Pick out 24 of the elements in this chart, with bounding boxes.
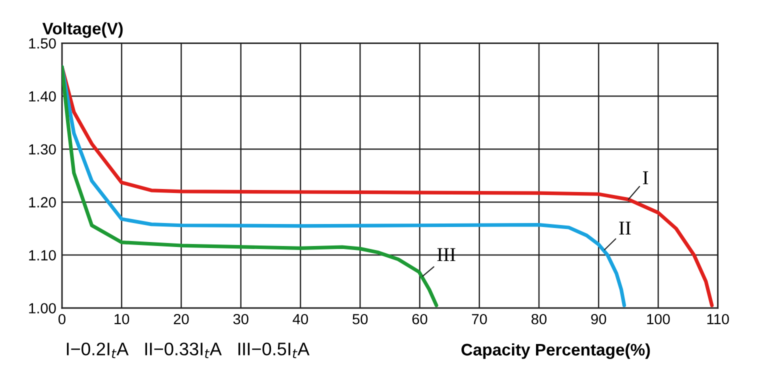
y-tick-label: 1.50 <box>29 38 56 49</box>
y-axis-title: Voltage(V) <box>42 22 123 38</box>
y-tick-label: 1.40 <box>29 91 56 102</box>
text: I−0.2I$_{t}$A II−0.33I$_{t}$A III−0.5I$_{t}$A <box>66 342 310 358</box>
y-tick-label: 1.30 <box>29 144 56 155</box>
x-axis-title: Capacity Percentage(%) <box>461 343 650 359</box>
x-tick-label: 20 <box>174 314 189 324</box>
line-series <box>62 65 438 308</box>
x-tick-label: 70 <box>472 314 487 324</box>
annotation: I <box>643 171 648 184</box>
x-tick-label: 0 <box>58 314 66 324</box>
x-tick-label: 10 <box>114 314 130 324</box>
x-tick-label: 90 <box>591 314 606 324</box>
y-tick-label: 1.00 <box>29 303 56 314</box>
x-tick-label: 60 <box>412 314 428 324</box>
x-tick-label: 80 <box>532 314 547 324</box>
y-tick-label: 1.20 <box>29 197 56 208</box>
x-tick-label: 30 <box>233 314 248 324</box>
x-tick-label: 40 <box>292 314 308 324</box>
x-tick-label: 50 <box>352 314 368 324</box>
x-tick-label: 100 <box>647 314 670 324</box>
annotation: II <box>619 222 631 234</box>
y-tick-label: 1.10 <box>29 250 56 260</box>
x-tick-label: 110 <box>707 314 729 324</box>
